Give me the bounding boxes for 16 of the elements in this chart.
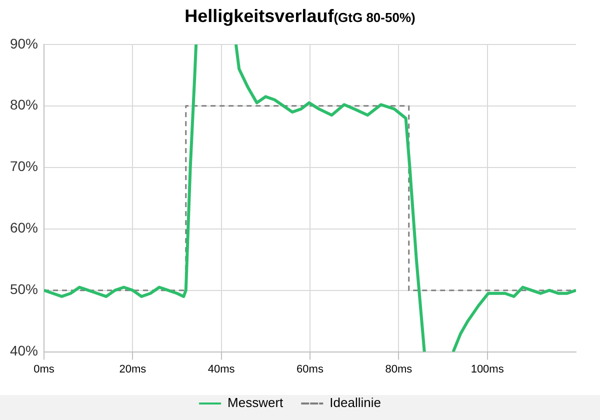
y-tick-label: 40%	[10, 342, 38, 359]
y-tick-label: 60%	[10, 220, 38, 236]
x-tick-label: 0ms	[34, 363, 55, 376]
y-tick-label: 50%	[10, 281, 38, 298]
y-tick-label: 70%	[10, 158, 38, 174]
legend-label: Messwert	[228, 395, 284, 410]
chart-subtitle: (GtG 80-50%)	[334, 10, 416, 25]
x-tick-label: 100ms	[470, 363, 504, 376]
chart-title: Helligkeitsverlauf	[184, 6, 334, 26]
x-tick-label: 60ms	[296, 363, 324, 376]
legend-label: Ideallinie	[330, 395, 381, 410]
x-tick-label: 20ms	[119, 363, 147, 376]
y-tick-label: 80%	[10, 96, 38, 113]
x-tick-label: 40ms	[208, 363, 236, 376]
y-tick-label: 90%	[10, 35, 38, 52]
x-tick-label: 80ms	[385, 363, 413, 376]
